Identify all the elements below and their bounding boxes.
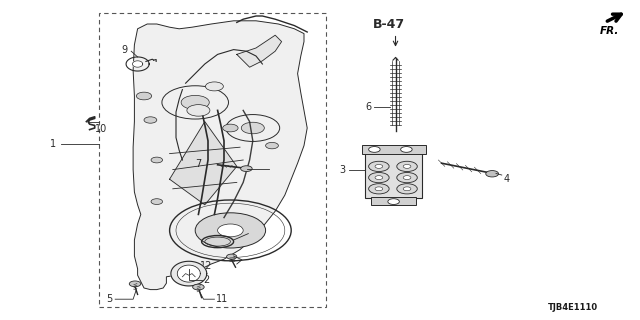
Circle shape <box>486 171 499 177</box>
Circle shape <box>241 122 264 134</box>
Circle shape <box>369 161 389 172</box>
Circle shape <box>181 95 209 109</box>
Bar <box>362 145 426 154</box>
Circle shape <box>151 199 163 204</box>
Text: 12: 12 <box>200 261 212 271</box>
Circle shape <box>369 172 389 183</box>
Text: 2: 2 <box>204 275 210 285</box>
Polygon shape <box>171 261 207 286</box>
Bar <box>365 146 422 198</box>
Circle shape <box>369 147 380 152</box>
Circle shape <box>241 166 252 172</box>
Circle shape <box>397 184 417 194</box>
Text: 7: 7 <box>195 159 202 169</box>
Circle shape <box>151 157 163 163</box>
Polygon shape <box>132 61 143 67</box>
Circle shape <box>397 161 417 172</box>
Circle shape <box>375 164 383 168</box>
Text: 8: 8 <box>250 227 257 237</box>
Circle shape <box>401 147 412 152</box>
Text: TJB4E1110: TJB4E1110 <box>548 303 598 312</box>
Circle shape <box>227 254 237 259</box>
Circle shape <box>144 117 157 123</box>
Circle shape <box>129 281 141 287</box>
Circle shape <box>193 284 204 290</box>
Polygon shape <box>177 265 200 282</box>
Text: 10: 10 <box>95 124 107 134</box>
Polygon shape <box>133 21 307 290</box>
Polygon shape <box>170 122 237 205</box>
Polygon shape <box>237 35 282 67</box>
Circle shape <box>369 184 389 194</box>
Text: B-47: B-47 <box>372 18 404 30</box>
Circle shape <box>375 187 383 191</box>
Text: 11: 11 <box>216 294 228 304</box>
Circle shape <box>218 224 243 237</box>
Circle shape <box>403 187 411 191</box>
Circle shape <box>388 199 399 204</box>
Circle shape <box>195 213 266 248</box>
Bar <box>99 13 326 307</box>
Text: 9: 9 <box>122 44 128 55</box>
Circle shape <box>397 172 417 183</box>
Circle shape <box>187 105 210 116</box>
Text: 3: 3 <box>339 164 346 175</box>
Circle shape <box>403 164 411 168</box>
Circle shape <box>205 82 223 91</box>
Circle shape <box>136 92 152 100</box>
Circle shape <box>403 176 411 180</box>
Text: FR.: FR. <box>600 26 619 36</box>
Text: 5: 5 <box>106 294 112 304</box>
Circle shape <box>223 124 238 132</box>
Text: 1: 1 <box>50 139 56 149</box>
Text: 6: 6 <box>365 102 371 112</box>
Circle shape <box>266 142 278 149</box>
Bar <box>371 197 416 205</box>
Circle shape <box>375 176 383 180</box>
Text: 4: 4 <box>504 174 510 184</box>
